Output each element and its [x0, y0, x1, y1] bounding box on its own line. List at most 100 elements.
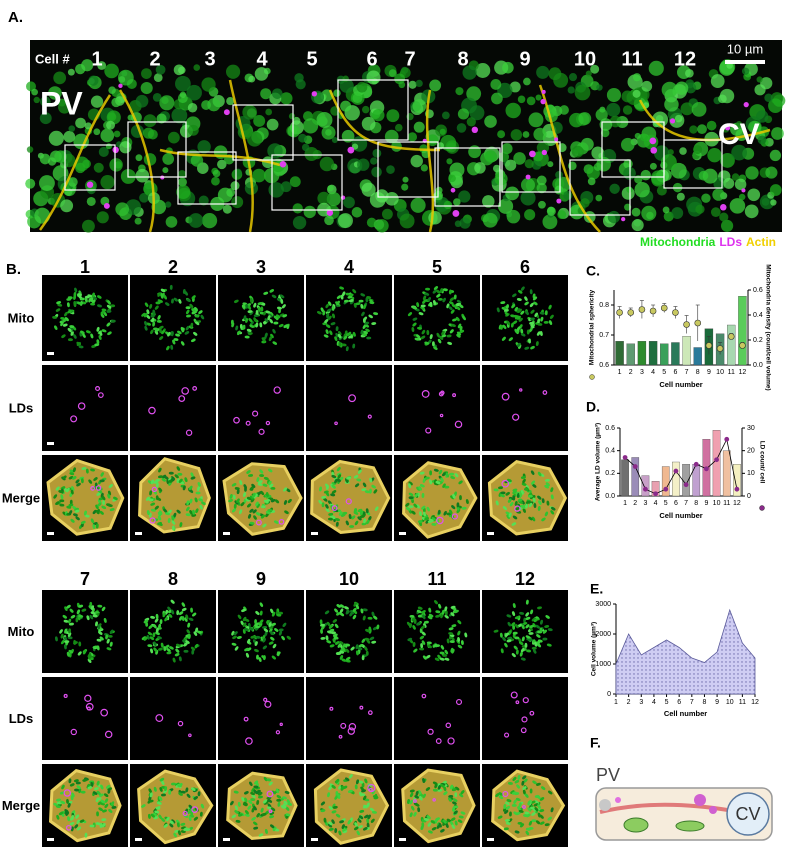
mito [438, 469, 443, 475]
mito [92, 509, 97, 515]
mito [74, 509, 80, 513]
mito [178, 792, 183, 796]
mito [67, 296, 73, 300]
mito [156, 801, 162, 805]
mito [335, 778, 340, 784]
mito [110, 801, 115, 806]
mito [508, 818, 513, 823]
point [727, 333, 735, 340]
mito [455, 316, 460, 322]
point [627, 309, 635, 316]
mito [442, 483, 446, 488]
mito [75, 516, 80, 521]
mito [514, 623, 519, 629]
actin-surface [491, 769, 566, 842]
mito [78, 641, 82, 647]
mito [109, 641, 113, 647]
cell-number: 2 [149, 48, 160, 70]
mito [239, 480, 243, 485]
mito [175, 643, 181, 647]
mito [287, 498, 292, 504]
mito [364, 637, 370, 641]
mito [374, 506, 379, 511]
mito [157, 522, 163, 526]
mito [427, 644, 432, 649]
pv-label: PV [596, 765, 620, 785]
mito [100, 313, 105, 318]
mito [362, 615, 366, 621]
mito [92, 645, 98, 649]
mito [260, 306, 264, 312]
mito [266, 778, 272, 782]
mito [176, 822, 180, 828]
mito [451, 636, 455, 641]
mito [432, 781, 438, 785]
mito [451, 624, 457, 628]
mito-cluster [538, 200, 546, 209]
render-bg [482, 365, 568, 451]
mito [186, 506, 190, 512]
cell-render [218, 455, 304, 541]
mito-cluster [106, 120, 116, 130]
mito [155, 495, 159, 501]
mito [423, 620, 429, 624]
mito-cluster [139, 192, 149, 203]
mito [325, 504, 329, 509]
render-bg [306, 275, 392, 361]
mito [413, 503, 418, 508]
cell-render [130, 275, 216, 361]
mito [326, 308, 332, 312]
mito [531, 617, 536, 622]
mito [152, 309, 156, 315]
ld [258, 428, 265, 435]
mito [365, 328, 370, 332]
mito-cluster [127, 114, 134, 121]
mito [334, 336, 338, 342]
mito [517, 821, 523, 825]
mito [67, 309, 72, 314]
bar [621, 459, 629, 497]
mito [52, 316, 58, 319]
cell-number: 10 [339, 569, 359, 589]
panel-label: E. [590, 581, 603, 597]
mito [180, 341, 185, 346]
mito [237, 801, 241, 807]
scale-bar [487, 838, 494, 841]
mito [348, 293, 354, 297]
mito [82, 649, 87, 655]
mito [103, 618, 107, 623]
mito-cluster [151, 199, 167, 215]
mito [262, 523, 267, 528]
mito [272, 328, 276, 334]
mito [357, 818, 362, 823]
mito [517, 775, 521, 780]
mito [76, 482, 81, 487]
mito [449, 301, 454, 305]
mito [95, 523, 99, 529]
mito [98, 807, 103, 811]
mito [231, 814, 237, 819]
mito [177, 784, 183, 788]
mito-cluster [568, 73, 578, 82]
mito [527, 807, 532, 812]
ld [427, 728, 434, 735]
actin-fiber [425, 89, 435, 233]
mito [417, 790, 422, 795]
mito [190, 322, 194, 328]
mito [276, 794, 282, 799]
mito-cluster [231, 196, 244, 209]
mito [407, 637, 413, 641]
x-tick-label: 2 [627, 699, 631, 706]
panel-label: A. [8, 9, 23, 26]
ld [84, 694, 92, 702]
mito [169, 284, 173, 290]
lipid-droplet [223, 109, 230, 116]
mito [424, 292, 430, 296]
mito [55, 486, 60, 491]
mito [96, 638, 102, 642]
mito-cluster [111, 97, 121, 108]
mito [517, 308, 522, 313]
mito [412, 625, 416, 630]
mito-cluster [410, 154, 423, 168]
mito [166, 648, 171, 652]
